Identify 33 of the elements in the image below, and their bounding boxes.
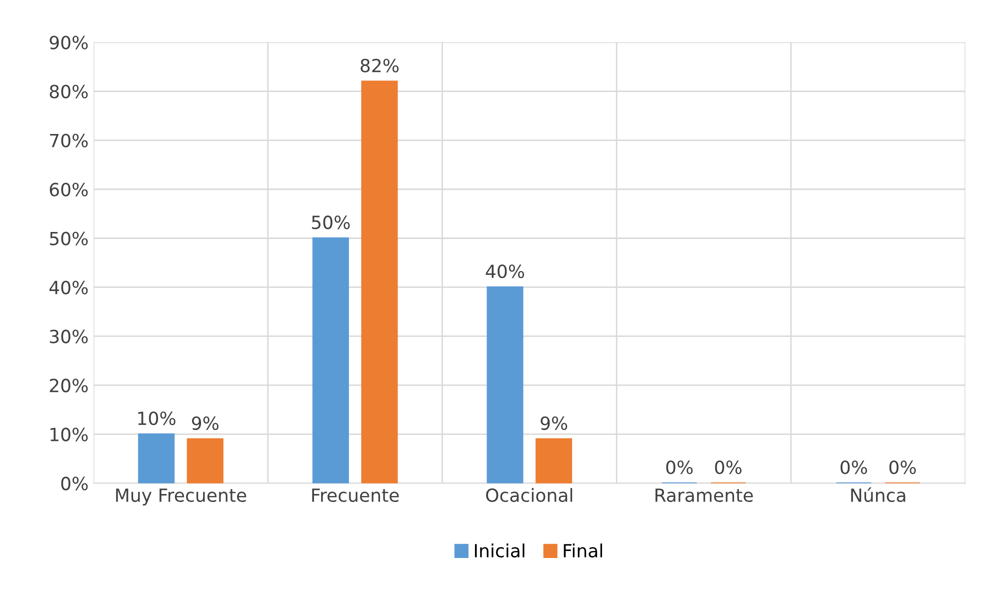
data-label: 0% [840, 460, 868, 474]
x-tick-label: Ocacional [486, 488, 572, 502]
data-label: 0% [715, 460, 742, 474]
data-label: 9% [192, 416, 218, 430]
bar [138, 433, 175, 484]
x-tick-label: Núnca [851, 487, 906, 502]
y-tick-label: 40% [49, 280, 88, 294]
data-label: 0% [889, 460, 916, 474]
bar [486, 286, 524, 484]
y-tick-label: 60% [50, 182, 88, 196]
bar [312, 237, 349, 484]
x-tick-label: Muy Frecuente [116, 488, 246, 506]
y-tick-label: 20% [50, 378, 88, 392]
data-label: 50% [312, 216, 350, 230]
y-tick-label: 90% [50, 36, 88, 50]
bar [536, 438, 572, 484]
x-tick-label: Raramente [656, 488, 753, 502]
x-tick-label: Frecuente [312, 488, 399, 502]
data-label: 9% [540, 416, 568, 430]
y-tick-label: 50% [50, 232, 88, 246]
y-tick-label: 0% [61, 476, 88, 490]
y-tick-label: 30% [50, 330, 88, 344]
data-label: 40% [486, 264, 524, 278]
bar [186, 438, 224, 484]
y-tick-label: 80% [50, 84, 88, 98]
data-label: 10% [138, 412, 176, 426]
y-tick-label: 70% [50, 134, 88, 148]
y-tick-label: 10% [50, 428, 88, 442]
legend-label: Final [564, 544, 602, 558]
bar [361, 80, 398, 484]
data-label: 82% [360, 58, 399, 72]
data-label: 0% [666, 460, 693, 474]
legend-label: Inicial [474, 544, 524, 558]
